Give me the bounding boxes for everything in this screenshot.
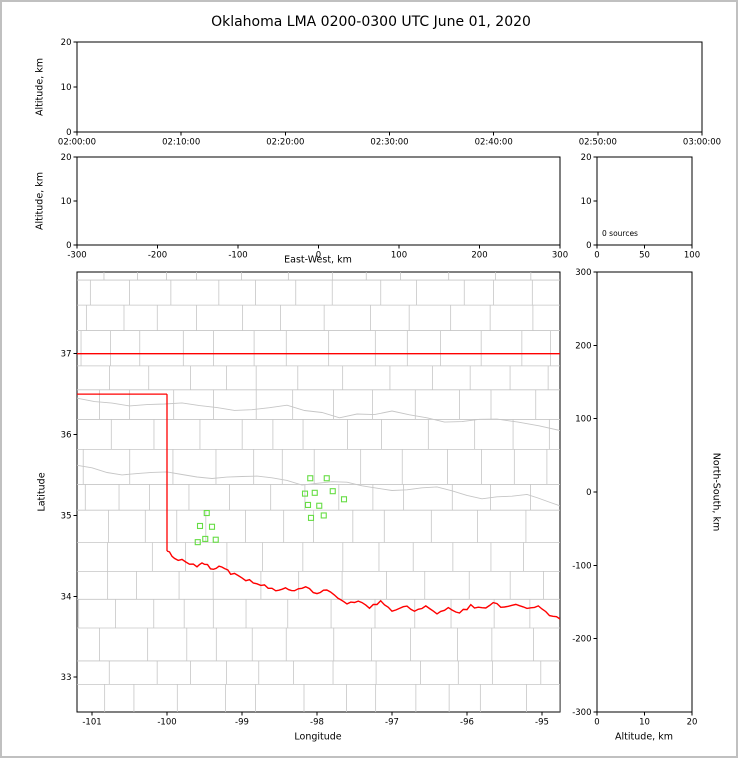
y-tick-label: 0: [586, 241, 591, 251]
lma-station-marker: [340, 496, 348, 503]
panel-border: [76, 156, 561, 246]
y-tick-label: 10: [61, 83, 72, 93]
lma-station-marker: [203, 509, 210, 517]
state-border-red-river: [166, 550, 560, 620]
y-tick-label: 34: [61, 592, 72, 602]
x-tick-label: -100: [157, 718, 176, 728]
figure-title: Oklahoma LMA 0200-0300 UTC June 01, 2020: [211, 14, 531, 30]
lma-station-marker: [307, 514, 315, 521]
x-tick-label: 10: [639, 718, 650, 728]
x-tick-label: 100: [684, 251, 700, 261]
x-tick-label: -100: [228, 251, 247, 261]
lma-station-marker: [316, 502, 323, 509]
x-tick-label: 02:40:00: [475, 138, 513, 148]
ns-panel-ylabel: North-South, km: [710, 452, 722, 532]
x-tick-label: -200: [148, 251, 167, 261]
ew-panel-xlabel: East-West, km: [284, 254, 352, 266]
y-tick-label: 200: [575, 341, 591, 351]
y-tick-label: 20: [61, 38, 72, 48]
y-tick-label: 10: [61, 197, 72, 207]
x-tick-label: -96: [460, 718, 474, 728]
panel-border: [76, 271, 561, 713]
lma-station-marker: [194, 539, 201, 546]
time-panel-ylabel: Altitude, km: [34, 58, 46, 116]
lma-station-marker: [301, 490, 309, 497]
x-tick-label: 03:00:00: [683, 138, 721, 148]
x-tick-label: 100: [391, 251, 407, 261]
x-tick-label: 0: [594, 251, 599, 261]
lma-station-marker: [212, 536, 219, 543]
x-tick-label: 200: [471, 251, 487, 261]
lma-station-marker: [304, 501, 312, 508]
y-tick-label: 0: [66, 241, 71, 251]
y-tick-label: -300: [572, 708, 591, 718]
ew-panel-ylabel: Altitude, km: [34, 172, 46, 230]
y-tick-label: 37: [61, 350, 72, 360]
lma-station-marker: [196, 522, 204, 530]
y-tick-label: -200: [572, 635, 591, 645]
y-tick-label: 33: [61, 673, 72, 683]
lma-station-marker: [323, 475, 330, 482]
panel-border: [76, 41, 703, 133]
y-tick-label: -100: [572, 561, 591, 571]
lma-station-marker: [311, 489, 318, 496]
x-tick-label: 02:20:00: [266, 138, 304, 148]
x-tick-label: 0: [316, 251, 321, 261]
x-tick-label: -97: [385, 718, 399, 728]
map-ylabel: Latitude: [36, 472, 48, 512]
x-tick-label: 300: [552, 251, 568, 261]
x-tick-label: 0: [594, 718, 599, 728]
lma-station-marker: [208, 523, 216, 530]
lma-station-marker: [329, 488, 336, 495]
y-tick-label: 20: [61, 153, 72, 163]
sources-count-annotation: 0 sources: [602, 229, 638, 238]
lma-station-marker: [307, 475, 314, 482]
x-tick-label: -95: [535, 718, 549, 728]
x-tick-label: 02:10:00: [162, 138, 200, 148]
x-tick-label: 02:00:00: [58, 138, 96, 148]
x-tick-label: -101: [82, 718, 101, 728]
lma-station-marker: [202, 535, 209, 542]
y-tick-label: 0: [586, 488, 591, 498]
panel-border: [596, 271, 693, 713]
y-tick-label: 300: [575, 268, 591, 278]
y-tick-label: 0: [66, 128, 71, 138]
y-tick-label: 35: [61, 511, 72, 521]
x-tick-label: -300: [67, 251, 86, 261]
x-tick-label: 02:30:00: [370, 138, 408, 148]
river-line: [77, 464, 560, 507]
river-line: [77, 397, 560, 431]
lma-station-marker: [320, 512, 327, 519]
x-tick-label: 50: [639, 251, 650, 261]
map-xlabel: Longitude: [294, 731, 342, 743]
x-tick-label: -99: [235, 718, 249, 728]
x-tick-label: 02:50:00: [579, 138, 617, 148]
x-tick-label: -98: [310, 718, 324, 728]
y-tick-label: 100: [575, 415, 591, 425]
map-layers: [77, 272, 560, 712]
ns-panel-xlabel: Altitude, km: [615, 731, 673, 743]
x-tick-label: 20: [687, 718, 698, 728]
y-tick-label: 10: [581, 197, 592, 207]
y-tick-label: 20: [581, 153, 592, 163]
y-tick-label: 36: [61, 431, 72, 441]
